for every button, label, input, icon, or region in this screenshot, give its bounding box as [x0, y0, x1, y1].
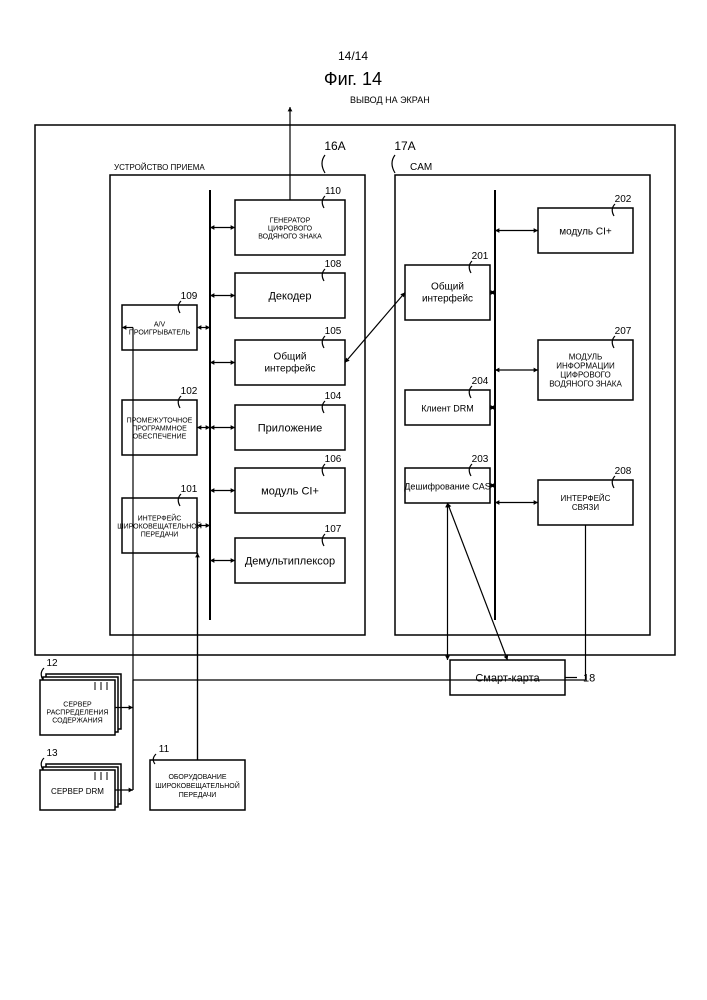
svg-text:Дешифрование CAS: Дешифрование CAS [404, 482, 490, 492]
svg-text:108: 108 [325, 259, 342, 270]
svg-text:12: 12 [46, 658, 58, 669]
svg-text:102: 102 [181, 386, 198, 397]
svg-text:Демультиплексор: Демультиплексор [245, 556, 335, 568]
svg-text:ВОДЯНОГО ЗНАКА: ВОДЯНОГО ЗНАКА [258, 234, 322, 241]
svg-text:ШИРОКОВЕЩАТЕЛЬНОЙ: ШИРОКОВЕЩАТЕЛЬНОЙ [155, 781, 240, 790]
svg-text:Приложение: Приложение [258, 423, 323, 435]
svg-text:ЦИФРОВОГО: ЦИФРОВОГО [560, 371, 611, 380]
svg-text:ИНТЕРФЕЙС: ИНТЕРФЕЙС [561, 494, 611, 503]
svg-text:ОБОРУДОВАНИЕ: ОБОРУДОВАНИЕ [168, 774, 226, 781]
svg-text:201: 201 [472, 251, 489, 262]
svg-text:ГЕНЕРАТОР: ГЕНЕРАТОР [270, 218, 311, 225]
svg-text:ПРОИГРЫВАТЕЛЬ: ПРОИГРЫВАТЕЛЬ [129, 330, 191, 337]
svg-text:18: 18 [583, 673, 595, 685]
svg-text:17A: 17A [394, 139, 415, 153]
svg-text:РАСПРЕДЕЛЕНИЯ: РАСПРЕДЕЛЕНИЯ [47, 710, 109, 717]
svg-text:ИНФОРМАЦИИ: ИНФОРМАЦИИ [556, 362, 615, 371]
svg-text:104: 104 [325, 391, 342, 402]
svg-text:CAM: CAM [410, 162, 432, 173]
svg-text:13: 13 [46, 748, 58, 759]
svg-text:109: 109 [181, 291, 198, 302]
svg-text:ВОДЯНОГО ЗНАКА: ВОДЯНОГО ЗНАКА [549, 380, 622, 389]
svg-text:202: 202 [615, 194, 632, 205]
svg-text:110: 110 [325, 186, 341, 197]
svg-text:ВЫВОД НА ЭКРАН: ВЫВОД НА ЭКРАН [350, 95, 430, 105]
svg-text:ПЕРЕДАЧИ: ПЕРЕДАЧИ [179, 792, 217, 799]
svg-text:МОДУЛЬ: МОДУЛЬ [569, 353, 603, 362]
svg-text:ПЕРЕДАЧИ: ПЕРЕДАЧИ [141, 532, 179, 539]
svg-text:модуль CI+: модуль CI+ [261, 486, 319, 498]
svg-text:Клиент DRM: Клиент DRM [421, 404, 474, 414]
svg-text:11: 11 [159, 744, 170, 755]
svg-text:14/14: 14/14 [338, 49, 368, 63]
svg-text:интерфейс: интерфейс [422, 293, 473, 305]
svg-text:ШИРОКОВЕЩАТЕЛЬНОЙ: ШИРОКОВЕЩАТЕЛЬНОЙ [117, 522, 202, 531]
svg-text:101: 101 [181, 484, 198, 495]
svg-text:Общий: Общий [274, 351, 307, 363]
svg-text:ПРОМЕЖУТОЧНОЕ: ПРОМЕЖУТОЧНОЕ [127, 418, 193, 425]
svg-text:ИНТЕРФЕЙС: ИНТЕРФЕЙС [138, 514, 182, 523]
svg-text:СЕРВЕР: СЕРВЕР [63, 702, 92, 709]
svg-text:интерфейс: интерфейс [264, 363, 315, 375]
svg-text:модуль CI+: модуль CI+ [559, 227, 612, 238]
svg-text:ОБЕСПЕЧЕНИЕ: ОБЕСПЕЧЕНИЕ [133, 434, 187, 441]
svg-text:СВЯЗИ: СВЯЗИ [572, 503, 599, 512]
svg-text:Смарт-карта: Смарт-карта [475, 673, 540, 685]
svg-text:Фиг. 14: Фиг. 14 [324, 69, 382, 89]
svg-text:Декодер: Декодер [268, 291, 311, 303]
svg-text:208: 208 [615, 466, 632, 477]
svg-text:СОДЕРЖАНИЯ: СОДЕРЖАНИЯ [52, 718, 102, 725]
svg-text:105: 105 [325, 326, 342, 337]
svg-text:207: 207 [615, 326, 632, 337]
svg-text:203: 203 [472, 454, 489, 465]
svg-text:A/V: A/V [154, 322, 166, 329]
svg-text:ЦИФРОВОГО: ЦИФРОВОГО [268, 226, 313, 233]
svg-text:ПРОГРАММНОЕ: ПРОГРАММНОЕ [132, 426, 187, 433]
svg-text:Общий: Общий [431, 281, 464, 293]
svg-text:16A: 16A [324, 139, 345, 153]
svg-text:204: 204 [472, 376, 489, 387]
svg-text:106: 106 [325, 454, 342, 465]
svg-text:СЕРВЕР DRM: СЕРВЕР DRM [51, 787, 104, 796]
svg-text:УСТРОЙСТВО ПРИЕМА: УСТРОЙСТВО ПРИЕМА [114, 163, 205, 172]
svg-text:107: 107 [325, 524, 342, 535]
